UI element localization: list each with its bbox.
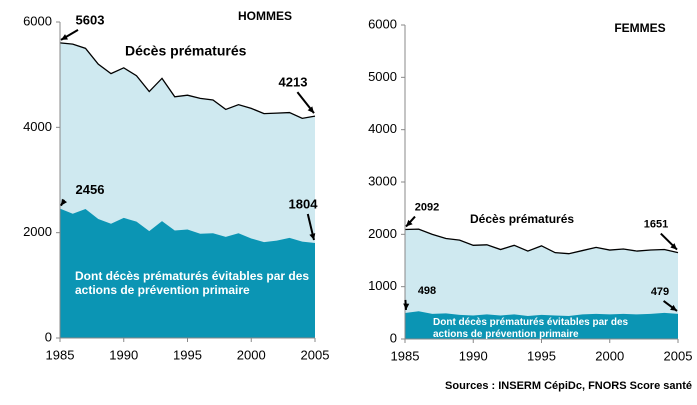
series-label: Dont décès prématurés évitables par des … xyxy=(75,270,310,297)
arrow-head xyxy=(61,34,68,40)
value-label: 2092 xyxy=(415,201,439,213)
x-tick-label: 1990 xyxy=(459,348,488,363)
area xyxy=(405,311,678,339)
arrow-head xyxy=(61,198,68,206)
x-tick-label: 1985 xyxy=(46,347,75,362)
arrow-head xyxy=(307,106,314,114)
area xyxy=(405,229,678,339)
line xyxy=(404,228,679,255)
series-label-box: Dont décès prématurés évitables par des … xyxy=(433,317,629,340)
value-label: 479 xyxy=(651,286,669,298)
y-tick-label: 1000 xyxy=(368,278,397,293)
value-label: 5603 xyxy=(76,12,105,27)
series-label: Décès prématurés xyxy=(125,43,247,59)
y-tick-label: 0 xyxy=(45,329,52,344)
y-tick-label: 4000 xyxy=(368,121,397,136)
arrow-head xyxy=(309,233,316,240)
value-label: 1804 xyxy=(289,196,319,211)
x-tick-label: 2005 xyxy=(664,348,693,363)
y-tick-label: 6000 xyxy=(23,13,52,28)
arrow-head xyxy=(670,243,677,250)
x-tick-label: 1985 xyxy=(391,348,420,363)
panel-title: FEMMES xyxy=(614,21,665,35)
x-tick-label: 2000 xyxy=(595,348,624,363)
value-label: 2456 xyxy=(76,182,105,197)
y-tick-label: 5000 xyxy=(368,69,397,84)
value-label: 1651 xyxy=(644,219,668,231)
arrow-head xyxy=(403,303,410,310)
x-tick-label: 2000 xyxy=(237,347,266,362)
source: Sources : INSERM CépiDc, FNORS Score san… xyxy=(445,380,692,392)
arrow-head xyxy=(406,219,413,227)
y-tick-label: 4000 xyxy=(23,119,52,134)
series-label: Décès prématurés xyxy=(470,212,574,226)
value-label: 4213 xyxy=(279,75,308,90)
x-tick-label: 1995 xyxy=(527,348,556,363)
y-tick-label: 2000 xyxy=(368,226,397,241)
y-tick-label: 0 xyxy=(390,330,397,345)
x-tick-label: 1995 xyxy=(173,347,202,362)
y-tick-label: 2000 xyxy=(23,224,52,239)
value-label: 498 xyxy=(418,285,436,297)
series-label: Dont décès prématurés évitables par des … xyxy=(433,317,629,340)
y-tick-label: 3000 xyxy=(368,173,397,188)
x-tick-label: 1990 xyxy=(109,347,138,362)
arrow-head xyxy=(670,304,677,311)
panel-title: HOMMES xyxy=(238,9,292,23)
y-tick-label: 6000 xyxy=(368,16,397,31)
x-tick-label: 2005 xyxy=(301,347,330,362)
area xyxy=(60,208,315,338)
series-label-box: Dont décès prématurés évitables par des … xyxy=(75,270,310,297)
line xyxy=(59,42,316,120)
